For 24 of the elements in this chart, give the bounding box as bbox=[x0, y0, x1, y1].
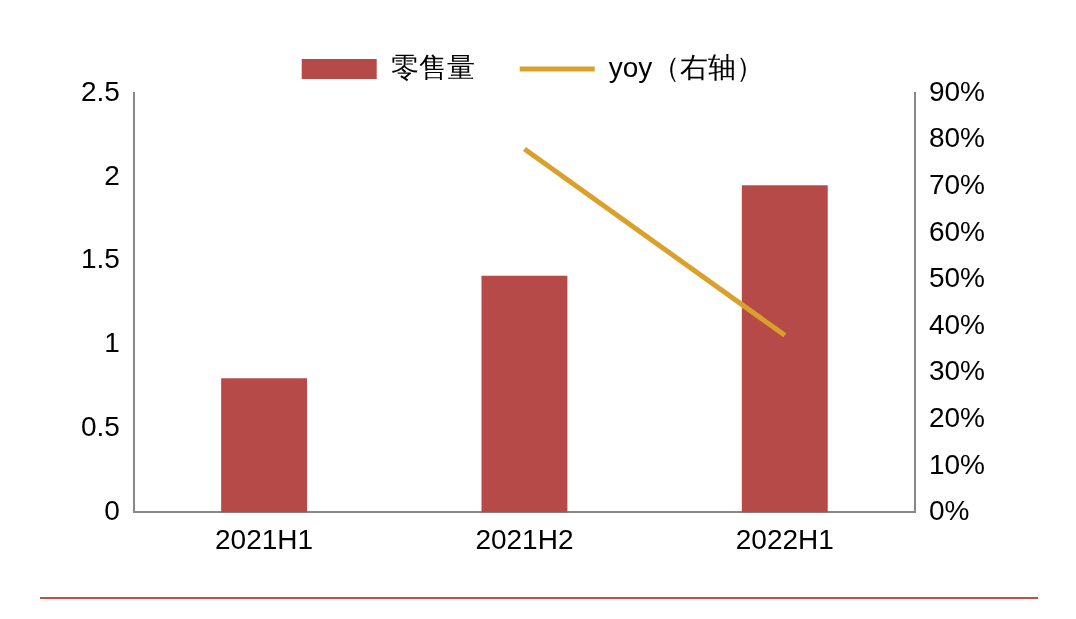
y-tick-label: 2.5 bbox=[80, 75, 120, 107]
y2-tick-label: 70% bbox=[928, 168, 986, 200]
y2-tick-label: 10% bbox=[928, 448, 986, 480]
y2-tick-label: 30% bbox=[928, 355, 986, 387]
x-tick-label: 2021H1 bbox=[215, 523, 314, 555]
y2-tick-label: 20% bbox=[928, 401, 986, 433]
y-tick-label: 2 bbox=[104, 159, 120, 191]
bar bbox=[741, 185, 828, 513]
x-tick-label: 2022H1 bbox=[735, 523, 834, 555]
y2-tick-label: 0% bbox=[928, 495, 970, 527]
legend-label: 零售量 bbox=[390, 51, 475, 83]
y2-tick-label: 40% bbox=[928, 308, 986, 340]
y-tick-label: 0 bbox=[104, 495, 120, 527]
y2-tick-label: 50% bbox=[928, 262, 986, 294]
y-tick-label: 0.5 bbox=[80, 411, 120, 443]
y-tick-label: 1.5 bbox=[80, 243, 120, 275]
y-tick-label: 1 bbox=[104, 327, 120, 359]
y2-tick-label: 90% bbox=[928, 75, 986, 107]
bar bbox=[221, 378, 308, 513]
bar bbox=[481, 275, 568, 513]
y2-tick-label: 80% bbox=[928, 122, 986, 154]
x-tick-label: 2021H2 bbox=[475, 523, 574, 555]
legend-label: yoy（右轴） bbox=[608, 51, 765, 83]
y2-tick-label: 60% bbox=[928, 215, 986, 247]
